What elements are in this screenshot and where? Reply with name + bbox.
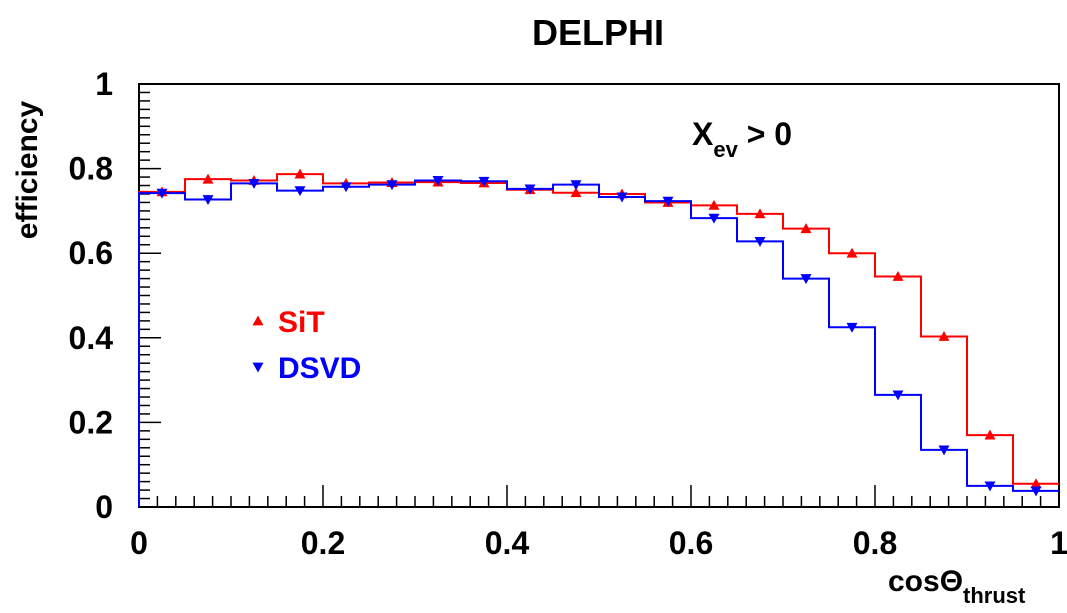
x-tick-label: 0.4 bbox=[485, 525, 530, 561]
legend: SiT DSVD bbox=[252, 306, 361, 385]
data-point bbox=[156, 188, 168, 199]
y-axis-tick-labels: 0 0.2 0.4 0.6 0.8 1 bbox=[69, 66, 114, 525]
y-tick-label: 0.8 bbox=[69, 151, 113, 187]
data-point bbox=[938, 445, 950, 456]
y-tick-label: 0.2 bbox=[69, 404, 113, 440]
legend-label: DSVD bbox=[278, 352, 361, 385]
x-axis-label-sub: thrust bbox=[963, 583, 1026, 608]
data-point bbox=[1030, 486, 1042, 497]
data-point bbox=[340, 182, 352, 193]
series-sit bbox=[138, 168, 1059, 507]
data-point bbox=[892, 390, 904, 401]
data-point bbox=[202, 195, 214, 205]
y-tick-label: 1 bbox=[95, 66, 113, 102]
x-tick-label: 0.6 bbox=[669, 525, 713, 561]
annotation-tail: > 0 bbox=[738, 116, 792, 152]
series-layer bbox=[138, 168, 1059, 507]
series-dsvd bbox=[138, 176, 1059, 507]
data-point bbox=[524, 184, 536, 195]
y-tick-label: 0.4 bbox=[69, 320, 114, 356]
legend-label: SiT bbox=[278, 306, 325, 339]
data-point bbox=[616, 192, 628, 203]
data-point bbox=[846, 322, 858, 333]
y-tick-label: 0.6 bbox=[69, 235, 113, 271]
axis-ticks bbox=[138, 83, 1060, 508]
x-tick-label: 0 bbox=[130, 525, 148, 561]
data-point bbox=[984, 481, 996, 492]
data-point bbox=[800, 274, 812, 285]
data-point bbox=[800, 223, 812, 234]
data-point bbox=[708, 213, 720, 224]
data-point bbox=[570, 180, 582, 191]
annotation-main: X bbox=[692, 116, 714, 152]
x-tick-label: 0.2 bbox=[301, 525, 345, 561]
data-point bbox=[708, 199, 720, 210]
data-point bbox=[294, 186, 306, 197]
data-point bbox=[386, 180, 398, 191]
y-tick-label: 0 bbox=[95, 489, 113, 525]
data-point bbox=[478, 176, 490, 187]
data-point bbox=[846, 247, 858, 258]
data-point bbox=[570, 187, 582, 198]
data-point bbox=[754, 236, 766, 247]
x-axis-tick-labels: 0 0.2 0.4 0.6 0.8 1 bbox=[130, 525, 1067, 561]
y-axis-label: efficiency bbox=[11, 100, 44, 239]
annotation-sub: ev bbox=[713, 137, 738, 162]
data-point bbox=[754, 208, 766, 219]
data-point bbox=[938, 331, 950, 341]
data-point bbox=[662, 196, 674, 207]
series-line bbox=[138, 173, 1059, 507]
data-point bbox=[984, 429, 996, 440]
x-axis-label-main: cosΘ bbox=[888, 565, 963, 598]
data-point bbox=[1030, 478, 1042, 489]
x-tick-label: 0.8 bbox=[853, 525, 897, 561]
data-point bbox=[892, 270, 904, 281]
data-point bbox=[248, 179, 260, 189]
data-point bbox=[202, 173, 214, 184]
x-axis-label: cosΘthrust bbox=[888, 565, 1026, 608]
data-point bbox=[294, 168, 306, 179]
legend-marker bbox=[252, 315, 264, 326]
legend-marker bbox=[252, 362, 264, 373]
cut-annotation: Xev > 0 bbox=[692, 116, 792, 162]
chart-title: DELPHI bbox=[532, 12, 664, 53]
data-point bbox=[432, 176, 444, 186]
x-tick-label: 1 bbox=[1050, 525, 1067, 561]
series-line bbox=[138, 179, 1059, 507]
